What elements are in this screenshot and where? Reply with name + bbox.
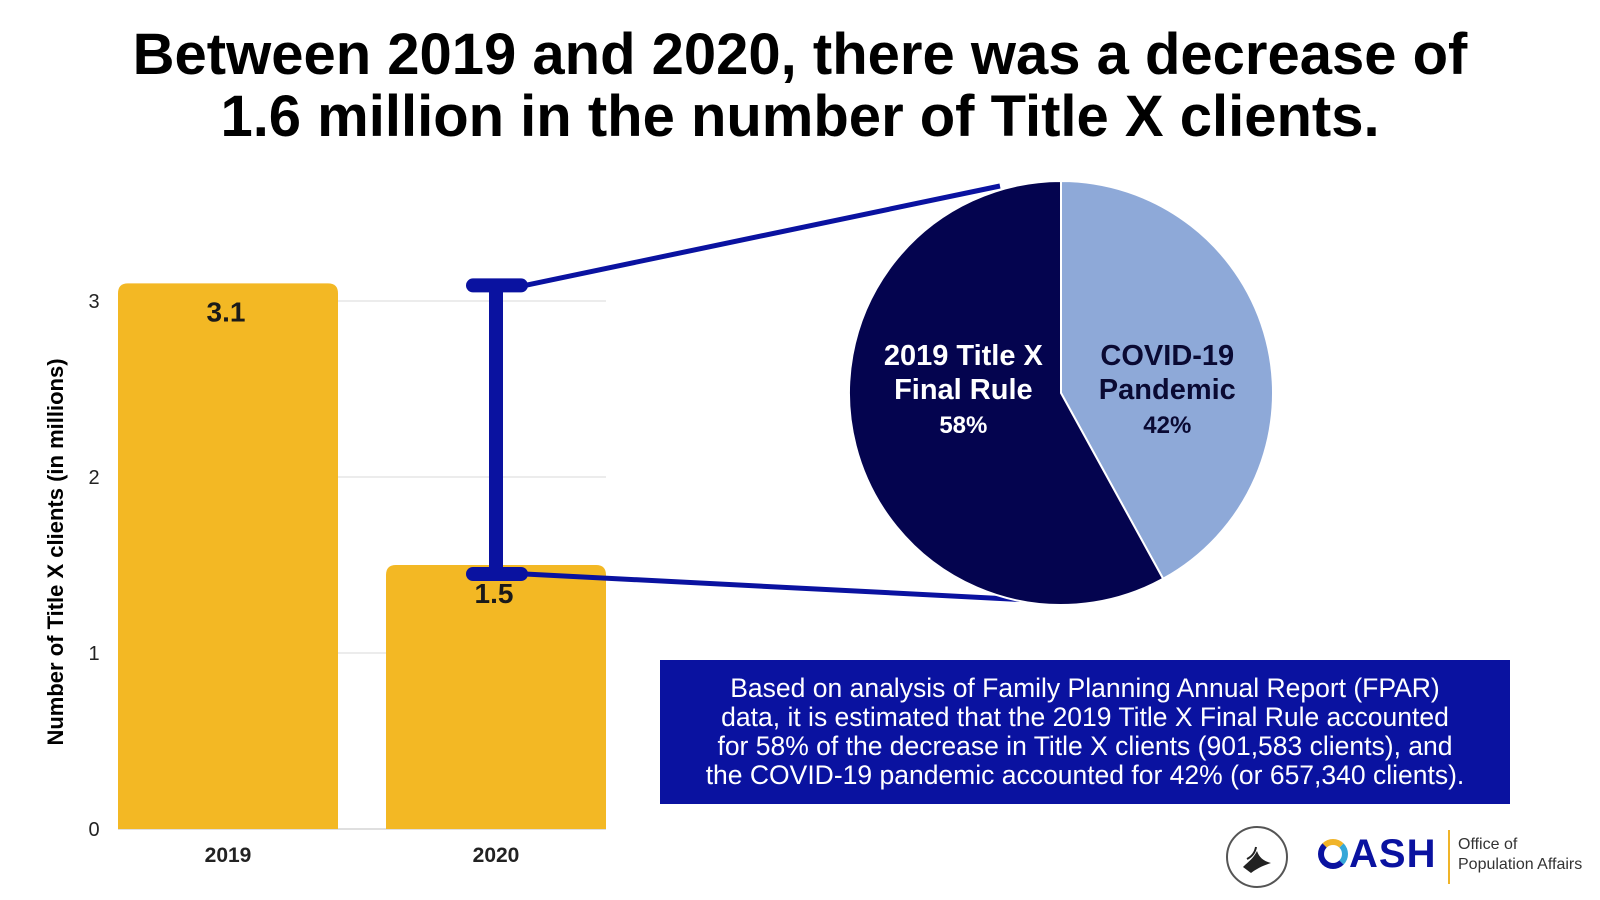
pie-slice-value: 42%	[1143, 412, 1191, 439]
pie-slice-label: COVID-19	[1100, 340, 1234, 372]
note-line-3: for 58% of the decrease in Title X clien…	[717, 731, 1453, 761]
bar-series: 3.1 1.5	[118, 283, 606, 829]
decrease-connector	[466, 183, 1031, 603]
note-line-2: data, it is estimated that the 2019 Titl…	[721, 702, 1449, 732]
connector-top	[524, 183, 1001, 288]
bar-2020	[386, 565, 606, 829]
pie-slice-value: 58%	[939, 412, 987, 439]
oash-ring-icon	[1318, 839, 1348, 869]
analysis-note: Based on analysis of Family Planning Ann…	[660, 660, 1510, 804]
bar-value-label: 1.5	[475, 578, 514, 609]
y-tick-label: 3	[88, 291, 99, 313]
office-name: Office of Population Affairs	[1458, 835, 1598, 875]
bracket-cap-top	[466, 278, 528, 293]
office-name-line-2: Population Affairs	[1458, 856, 1583, 873]
oash-logo: ASH	[1318, 832, 1436, 877]
eagle-icon	[1243, 846, 1271, 873]
note-line-4: the COVID-19 pandemic accounted for 42% …	[705, 760, 1465, 790]
pie-slice-label: Pandemic	[1099, 374, 1236, 406]
bar-value-label: 3.1	[207, 296, 246, 327]
y-tick-label: 2	[88, 467, 99, 489]
hhs-seal-icon	[1226, 826, 1288, 888]
logo-strip: ASH Office of Population Affairs	[1220, 826, 1590, 892]
logo-divider	[1448, 830, 1450, 884]
headline-line-2: 1.6 million in the number of Title X cli…	[220, 84, 1380, 149]
office-name-line-1: Office of	[1458, 836, 1518, 853]
bar-2019	[118, 283, 338, 829]
note-line-1: Based on analysis of Family Planning Ann…	[730, 673, 1440, 703]
pie-slice-label: 2019 Title X	[884, 340, 1044, 372]
headline-line-1: Between 2019 and 2020, there was a decre…	[132, 22, 1468, 87]
oash-logo-text: ASH	[1349, 832, 1437, 876]
y-axis-ticks: 0 1 2 3	[88, 291, 99, 841]
page-title: Between 2019 and 2020, there was a decre…	[0, 24, 1600, 148]
y-tick-label: 0	[88, 819, 99, 841]
bracket-cap-bottom	[466, 567, 528, 581]
pie-slice-0	[1060, 179, 1274, 581]
connector-bottom	[524, 571, 1031, 603]
pie-slice-1	[848, 179, 1165, 606]
x-category-label: 2020	[473, 844, 520, 867]
y-tick-label: 1	[88, 643, 99, 665]
y-axis-title: Number of Title X clients (in millions)	[43, 358, 68, 745]
x-category-label: 2019	[205, 844, 252, 867]
x-axis-categories: 2019 2020	[205, 844, 520, 867]
pie-slice-label: Final Rule	[894, 374, 1033, 406]
